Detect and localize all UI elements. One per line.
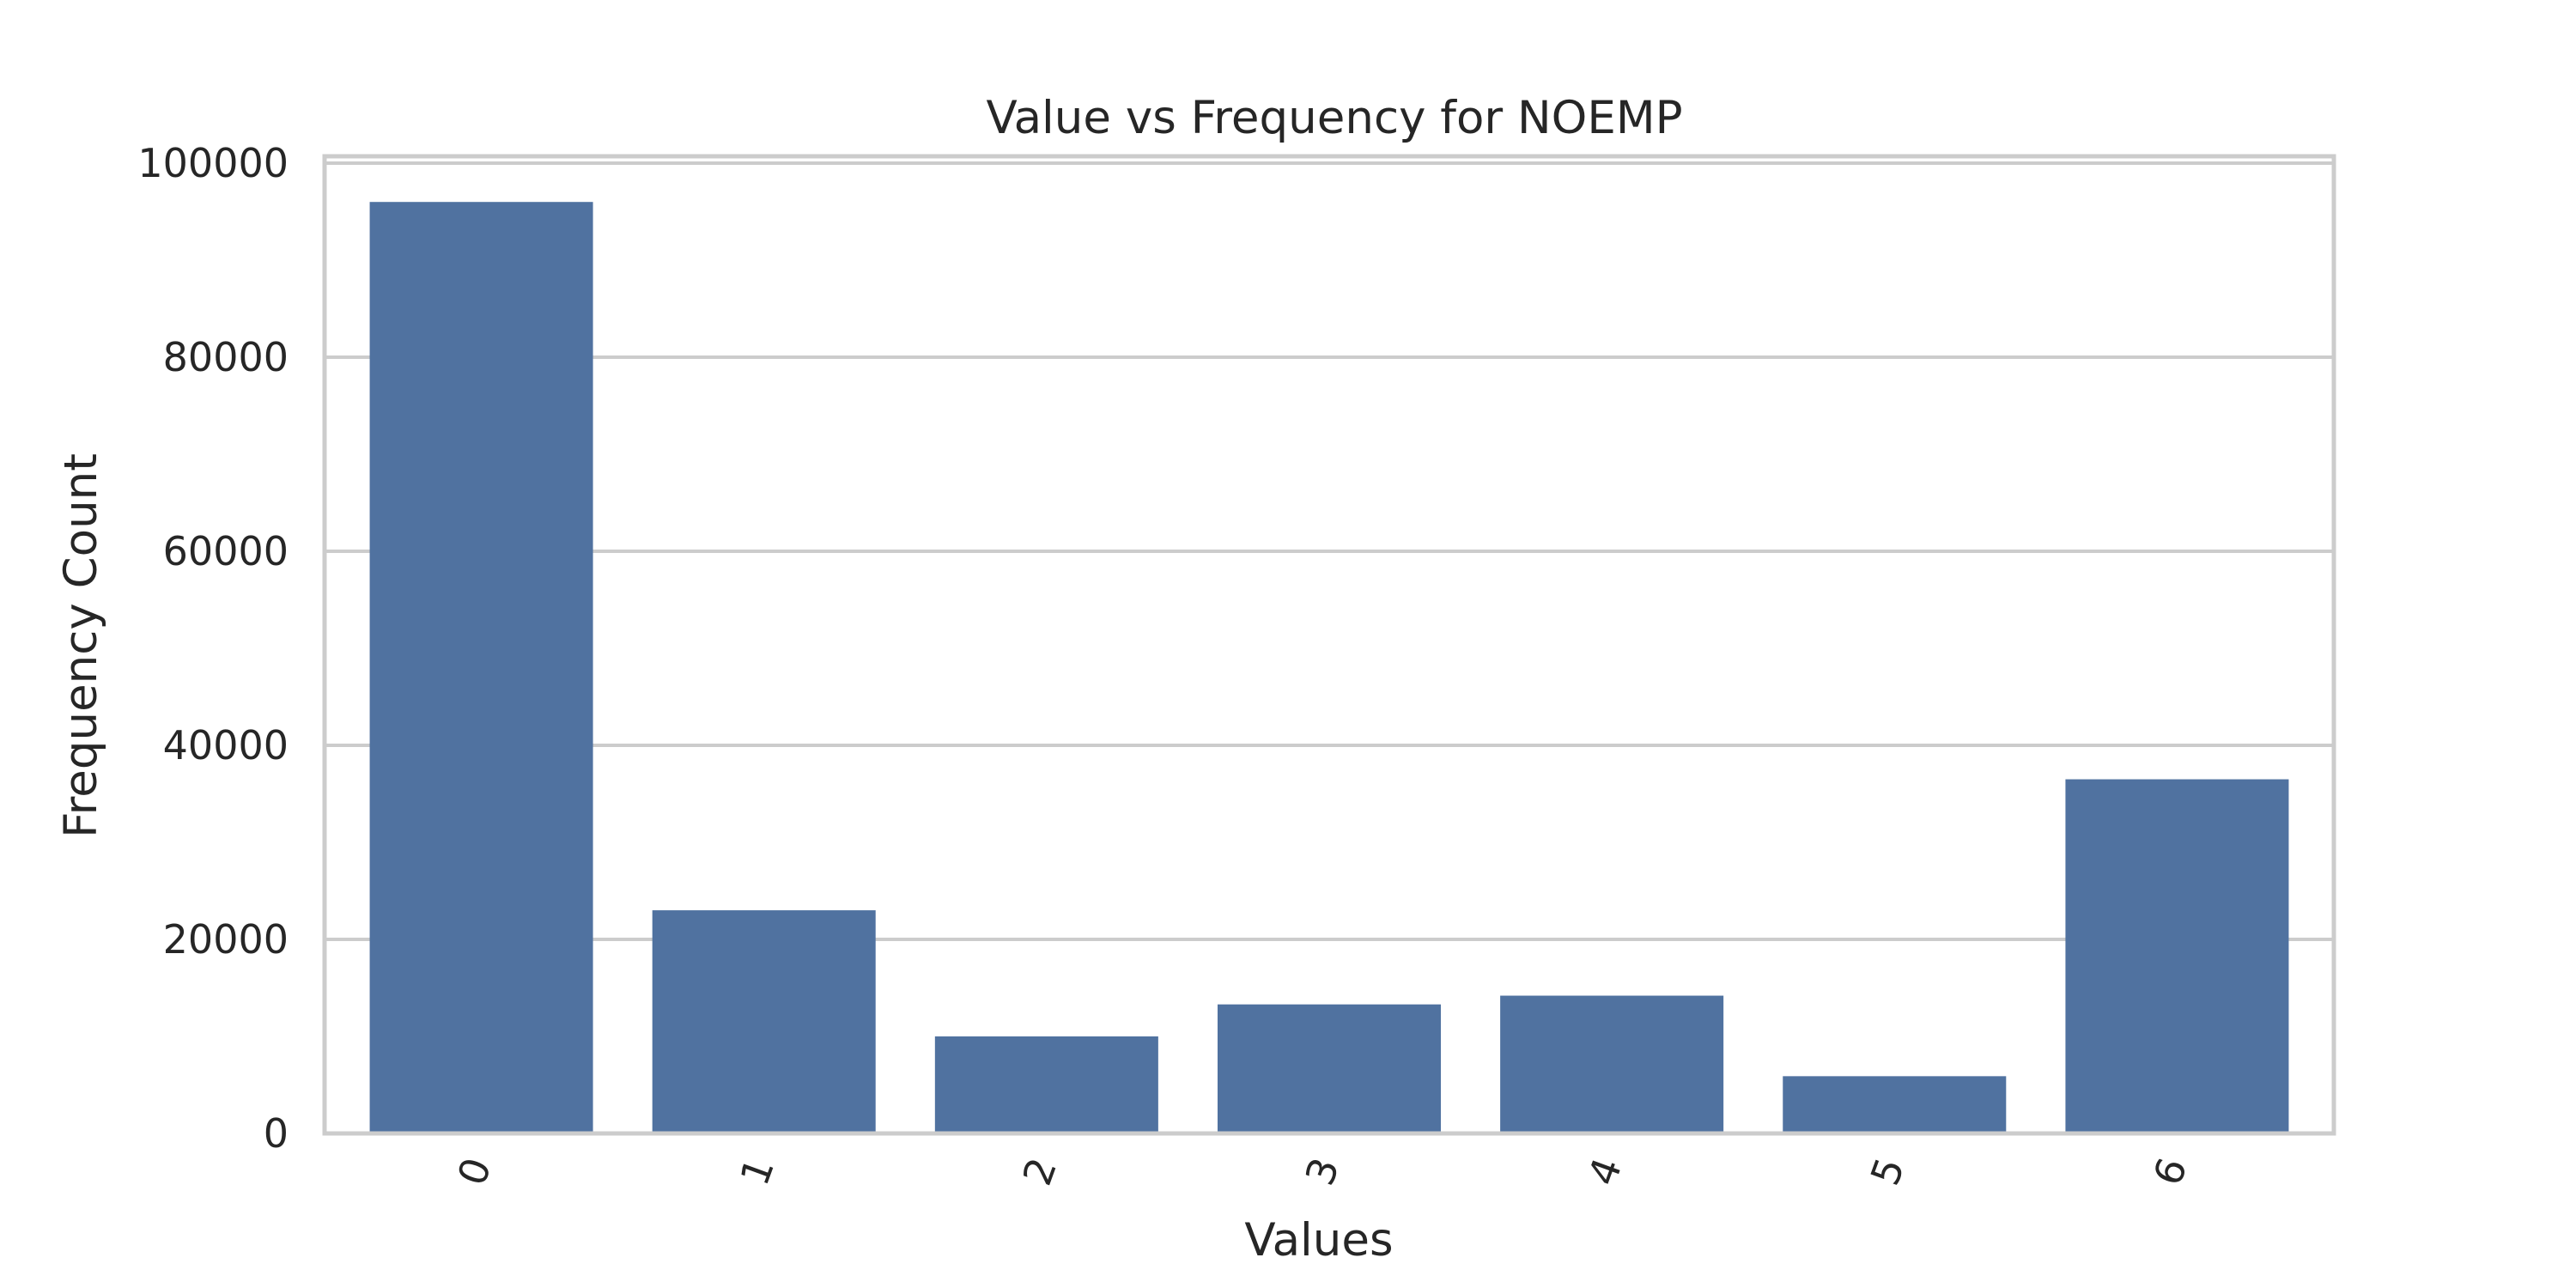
bar-3 [1217, 1004, 1442, 1133]
x-tick-label: 4 [1579, 1151, 1631, 1191]
x-tick-label: 6 [2144, 1151, 2196, 1191]
grid-lines [325, 161, 2334, 941]
y-tick-label: 100000 [137, 140, 289, 186]
y-tick-labels: 0 20000 40000 60000 80000 100000 [137, 140, 289, 1157]
x-tick-labels: 0 1 2 3 4 5 6 [448, 1151, 2196, 1191]
bar-0 [369, 202, 593, 1134]
bar-4 [1500, 995, 1724, 1133]
y-tick-label: 0 [264, 1110, 289, 1157]
x-axis-label: Values [1244, 1214, 1393, 1267]
bar-2 [934, 1036, 1158, 1133]
y-tick-label: 40000 [163, 722, 289, 769]
x-tick-label: 5 [1862, 1151, 1914, 1191]
plot-frame [322, 154, 2336, 1136]
x-tick-label: 1 [731, 1151, 783, 1191]
y-axis-label: Frequency Count [55, 453, 107, 838]
chart-title: Value vs Frequency for NOEMP [986, 92, 1682, 144]
y-tick-label: 80000 [163, 334, 289, 380]
x-tick-label: 2 [1013, 1151, 1066, 1191]
bars [369, 202, 2289, 1134]
bar-6 [2065, 779, 2289, 1133]
x-tick-label: 0 [448, 1151, 501, 1191]
bar-1 [652, 910, 876, 1133]
y-tick-label: 60000 [163, 528, 289, 574]
x-tick-label: 3 [1297, 1151, 1349, 1191]
y-tick-label: 20000 [163, 916, 289, 963]
bar-5 [1783, 1076, 2007, 1133]
